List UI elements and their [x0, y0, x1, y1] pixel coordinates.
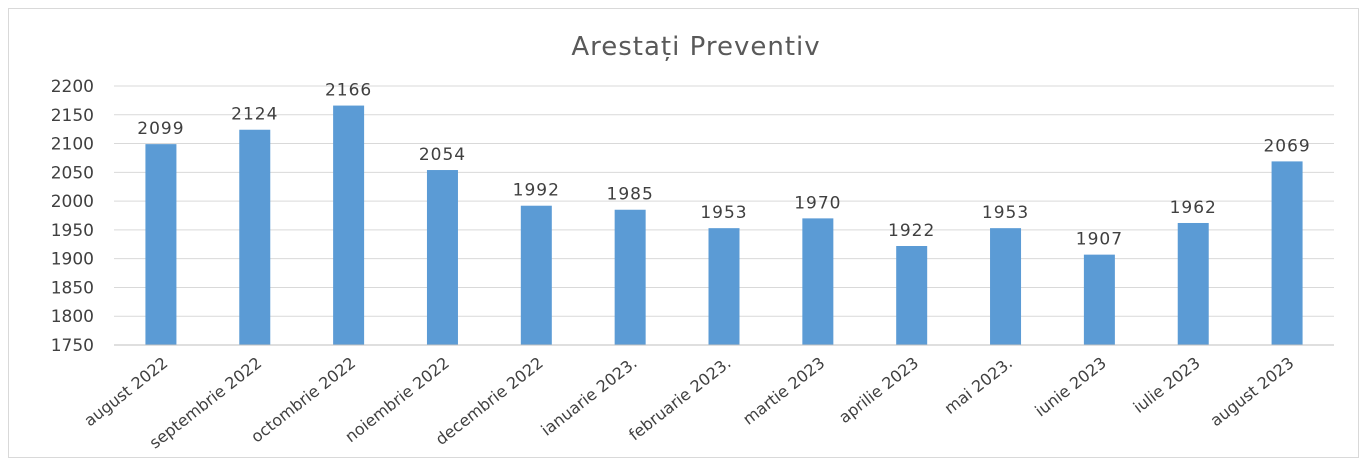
data-label: 2054 — [419, 145, 466, 165]
data-label: 2099 — [137, 119, 184, 139]
bar — [426, 170, 458, 345]
data-label: 1985 — [607, 185, 654, 205]
chart-title: Arestați Preventiv — [571, 32, 820, 62]
y-tick-label: 2050 — [51, 163, 94, 183]
data-label: 2124 — [231, 105, 278, 125]
y-tick-label: 2100 — [51, 135, 94, 155]
data-label: 1922 — [888, 221, 935, 241]
data-label: 2069 — [1263, 136, 1310, 156]
y-tick-label: 1900 — [51, 250, 94, 270]
y-tick-label: 2000 — [51, 192, 94, 212]
x-category-label: iulie 2023 — [1130, 353, 1204, 417]
y-tick-label: 1750 — [51, 336, 94, 356]
data-label: 1962 — [1170, 198, 1217, 218]
data-label: 1907 — [1076, 230, 1123, 250]
x-category-label: ianuarie 2023. — [537, 353, 640, 439]
data-label: 1992 — [513, 181, 560, 201]
data-label: 2166 — [325, 81, 372, 101]
bar — [239, 129, 271, 345]
x-category-label: august 2022 — [80, 353, 171, 430]
bar — [1177, 222, 1209, 345]
y-axis-ticks: 1750 1800 1850 1900 1950 2000 2050 2100 2150 2200 — [51, 77, 94, 356]
bar — [145, 144, 177, 345]
y-tick-label: 1850 — [51, 278, 94, 298]
data-labels: 2099 2124 2166 2054 1992 1985 1953 1970 1922 1953… — [137, 81, 1310, 250]
bars — [145, 105, 1303, 346]
bar — [333, 105, 365, 346]
x-category-label: mai 2023. — [941, 353, 1016, 418]
bar — [1083, 254, 1115, 345]
y-tick-label: 1800 — [51, 307, 94, 327]
data-label: 1953 — [700, 203, 747, 223]
y-tick-label: 2150 — [51, 106, 94, 126]
x-category-label: august 2023 — [1207, 353, 1298, 430]
bar — [708, 228, 740, 345]
bar — [1271, 161, 1303, 345]
x-category-label: iunie 2023 — [1031, 353, 1110, 420]
y-tick-label: 1950 — [51, 221, 94, 241]
gridlines — [114, 85, 1334, 317]
x-category-label: aprilie 2023 — [835, 353, 922, 427]
x-category-label: martie 2023 — [739, 353, 828, 429]
bar — [896, 246, 928, 345]
bar — [802, 218, 834, 345]
data-label: 1953 — [982, 203, 1029, 223]
bar — [520, 205, 552, 345]
chart-frame — [8, 8, 1359, 458]
x-category-label: februarie 2023. — [625, 353, 734, 444]
y-tick-label: 2200 — [51, 77, 94, 97]
bar — [614, 209, 646, 345]
bar — [990, 228, 1022, 345]
data-label: 1970 — [794, 193, 841, 213]
